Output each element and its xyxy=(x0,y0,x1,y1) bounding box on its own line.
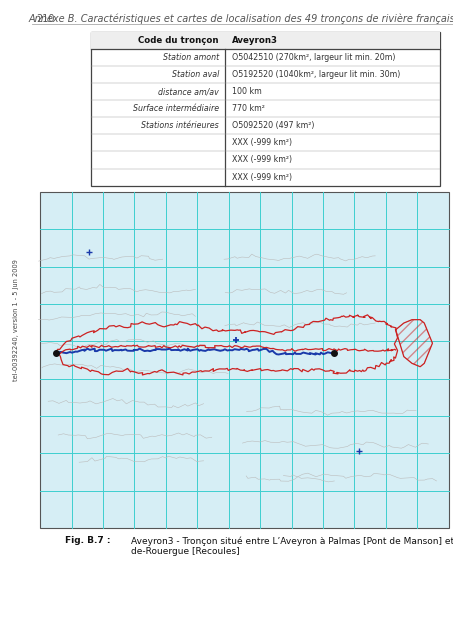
Text: 100 km: 100 km xyxy=(231,87,261,96)
Text: Surface intermédiaire: Surface intermédiaire xyxy=(133,104,219,113)
Text: distance am/av: distance am/av xyxy=(158,87,219,96)
Text: Station aval: Station aval xyxy=(172,70,219,79)
FancyBboxPatch shape xyxy=(91,32,440,186)
Text: Aveyron3: Aveyron3 xyxy=(231,36,278,45)
Text: XXX (-999 km²): XXX (-999 km²) xyxy=(231,156,292,164)
Text: Stations intérieures: Stations intérieures xyxy=(141,122,219,131)
Text: Code du tronçon: Code du tronçon xyxy=(139,36,219,45)
Text: O5092520 (497 km²): O5092520 (497 km²) xyxy=(231,122,314,131)
Text: Fig. B.7 :: Fig. B.7 : xyxy=(65,536,111,545)
Text: XXX (-999 km²): XXX (-999 km²) xyxy=(231,138,292,147)
Text: XXX (-999 km²): XXX (-999 km²) xyxy=(231,173,292,182)
FancyBboxPatch shape xyxy=(91,32,440,49)
Text: Annexe B. Caractéristiques et cartes de localisation des 49 tronçons de rivière : Annexe B. Caractéristiques et cartes de … xyxy=(29,13,453,24)
Text: Station amont: Station amont xyxy=(163,53,219,62)
FancyBboxPatch shape xyxy=(40,192,449,528)
Text: O5042510 (270km², largeur lit min. 20m): O5042510 (270km², largeur lit min. 20m) xyxy=(231,53,395,62)
Text: tel-00392240, version 1 - 5 Jun 2009: tel-00392240, version 1 - 5 Jun 2009 xyxy=(13,259,19,381)
Text: 210: 210 xyxy=(36,13,54,24)
Text: Aveyron3 - Tronçon situé entre L’Aveyron à Palmas [Pont de Manson] et L’Aveyron : Aveyron3 - Tronçon situé entre L’Aveyron… xyxy=(131,536,453,556)
Text: O5192520 (1040km², largeur lit min. 30m): O5192520 (1040km², largeur lit min. 30m) xyxy=(231,70,400,79)
Text: 770 km²: 770 km² xyxy=(231,104,265,113)
